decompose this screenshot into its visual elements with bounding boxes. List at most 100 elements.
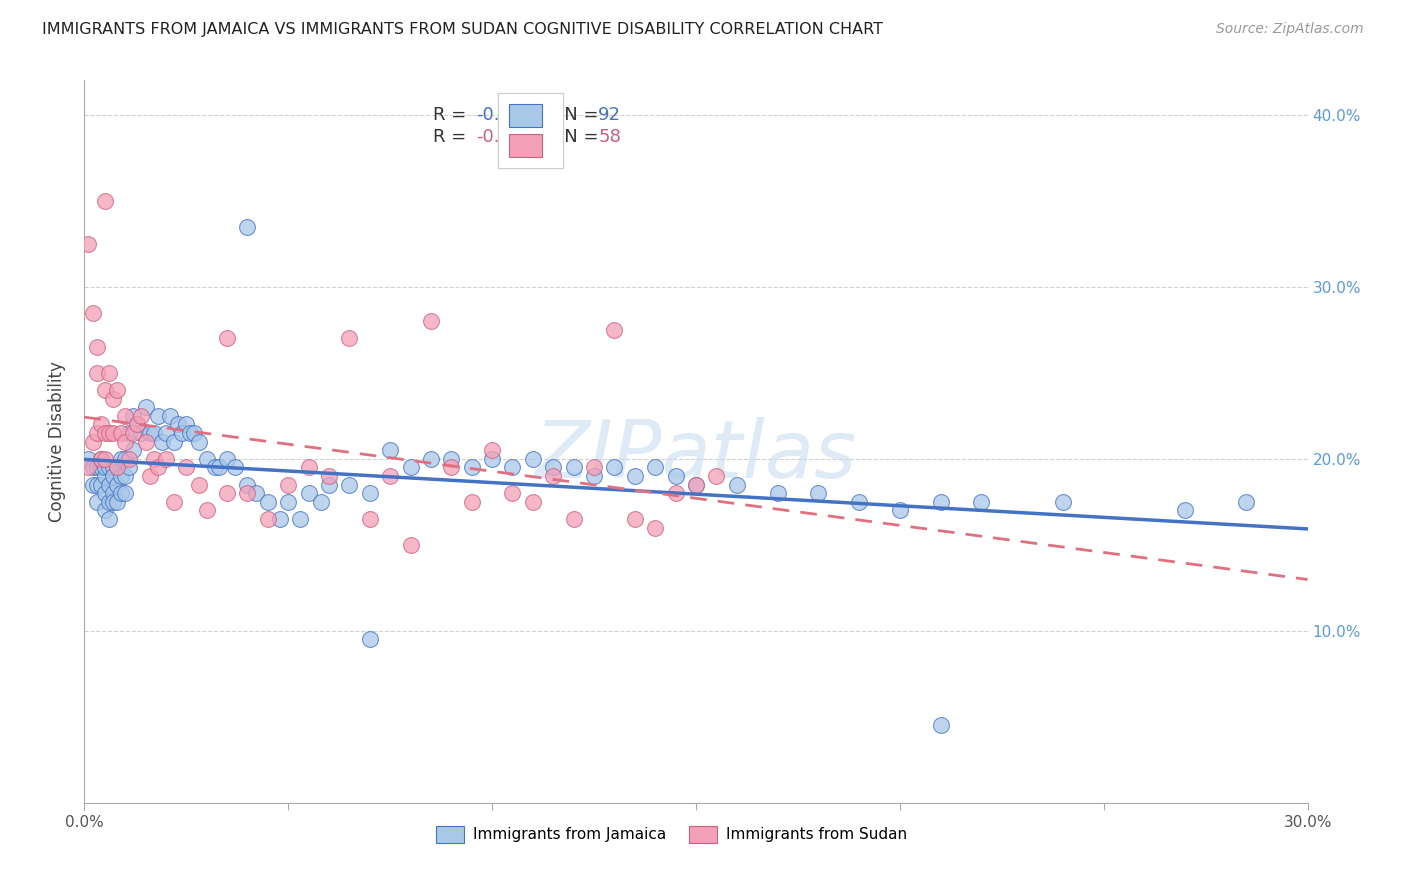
Point bbox=[502, 460, 524, 475]
Point bbox=[97, 512, 120, 526]
Point bbox=[163, 494, 186, 508]
Point bbox=[217, 451, 239, 466]
Point bbox=[970, 494, 993, 508]
Point bbox=[101, 469, 124, 483]
Point bbox=[122, 409, 145, 423]
Point bbox=[420, 314, 443, 328]
Point bbox=[277, 477, 299, 491]
Point bbox=[644, 460, 666, 475]
Point bbox=[127, 417, 149, 432]
Point bbox=[77, 460, 100, 475]
Point bbox=[665, 469, 688, 483]
Text: R =: R = bbox=[433, 106, 472, 124]
Point bbox=[461, 494, 484, 508]
Point bbox=[522, 451, 544, 466]
Text: N =: N = bbox=[547, 128, 605, 145]
Point bbox=[236, 486, 259, 500]
Point bbox=[167, 417, 190, 432]
Point bbox=[114, 486, 136, 500]
Point bbox=[481, 443, 503, 458]
Point bbox=[93, 503, 115, 517]
Point bbox=[90, 451, 112, 466]
Legend: Immigrants from Jamaica, Immigrants from Sudan: Immigrants from Jamaica, Immigrants from… bbox=[430, 820, 912, 849]
Point bbox=[766, 486, 789, 500]
Point bbox=[90, 451, 112, 466]
Point bbox=[290, 512, 312, 526]
Point bbox=[208, 460, 231, 475]
Point bbox=[644, 520, 666, 534]
Y-axis label: Cognitive Disability: Cognitive Disability bbox=[48, 361, 66, 522]
Point bbox=[90, 417, 112, 432]
Point bbox=[93, 194, 115, 208]
Point bbox=[1052, 494, 1074, 508]
Point bbox=[77, 451, 100, 466]
Point bbox=[101, 460, 124, 475]
Point bbox=[93, 425, 115, 440]
Point bbox=[318, 477, 340, 491]
Point bbox=[1236, 494, 1258, 508]
Point bbox=[174, 460, 197, 475]
Point bbox=[807, 486, 830, 500]
Point bbox=[187, 434, 209, 449]
Point bbox=[114, 409, 136, 423]
Point bbox=[929, 718, 952, 732]
Point bbox=[97, 460, 120, 475]
Point bbox=[110, 425, 132, 440]
Point bbox=[399, 538, 422, 552]
Point bbox=[101, 392, 124, 406]
Point bbox=[110, 486, 132, 500]
Point bbox=[380, 443, 402, 458]
Point bbox=[277, 494, 299, 508]
Point bbox=[359, 512, 381, 526]
Point bbox=[105, 460, 128, 475]
Text: IMMIGRANTS FROM JAMAICA VS IMMIGRANTS FROM SUDAN COGNITIVE DISABILITY CORRELATIO: IMMIGRANTS FROM JAMAICA VS IMMIGRANTS FR… bbox=[42, 22, 883, 37]
Point bbox=[298, 460, 321, 475]
Point bbox=[90, 460, 112, 475]
Point bbox=[122, 425, 145, 440]
Point bbox=[522, 494, 544, 508]
Point bbox=[135, 400, 157, 414]
Point bbox=[131, 409, 153, 423]
Point bbox=[179, 425, 201, 440]
Point bbox=[150, 434, 173, 449]
Point bbox=[105, 383, 128, 397]
Point bbox=[245, 486, 267, 500]
Point bbox=[420, 451, 443, 466]
Point bbox=[142, 425, 165, 440]
Point bbox=[142, 451, 165, 466]
Point bbox=[163, 434, 186, 449]
Point bbox=[127, 417, 149, 432]
Text: -0.208: -0.208 bbox=[475, 106, 533, 124]
Text: R =: R = bbox=[433, 128, 472, 145]
Text: N =: N = bbox=[547, 106, 605, 124]
Point bbox=[110, 451, 132, 466]
Point bbox=[583, 469, 606, 483]
Point bbox=[236, 219, 259, 234]
Point bbox=[725, 477, 748, 491]
Point bbox=[706, 469, 728, 483]
Point bbox=[1174, 503, 1197, 517]
Point bbox=[135, 434, 157, 449]
Point bbox=[101, 494, 124, 508]
Point bbox=[97, 366, 120, 380]
Point bbox=[440, 451, 463, 466]
Point bbox=[146, 409, 169, 423]
Point bbox=[114, 434, 136, 449]
Point bbox=[155, 425, 177, 440]
Point bbox=[86, 425, 108, 440]
Point bbox=[195, 503, 218, 517]
Point bbox=[380, 469, 402, 483]
Point bbox=[204, 460, 226, 475]
Text: ZIPatlas: ZIPatlas bbox=[534, 417, 858, 495]
Point bbox=[562, 512, 585, 526]
Point bbox=[86, 477, 108, 491]
Point bbox=[77, 236, 100, 251]
Point bbox=[309, 494, 332, 508]
Point bbox=[105, 494, 128, 508]
Point bbox=[86, 494, 108, 508]
Point bbox=[359, 486, 381, 500]
Point bbox=[82, 477, 104, 491]
Point bbox=[257, 512, 280, 526]
Point bbox=[131, 425, 153, 440]
Text: -0.048: -0.048 bbox=[475, 128, 533, 145]
